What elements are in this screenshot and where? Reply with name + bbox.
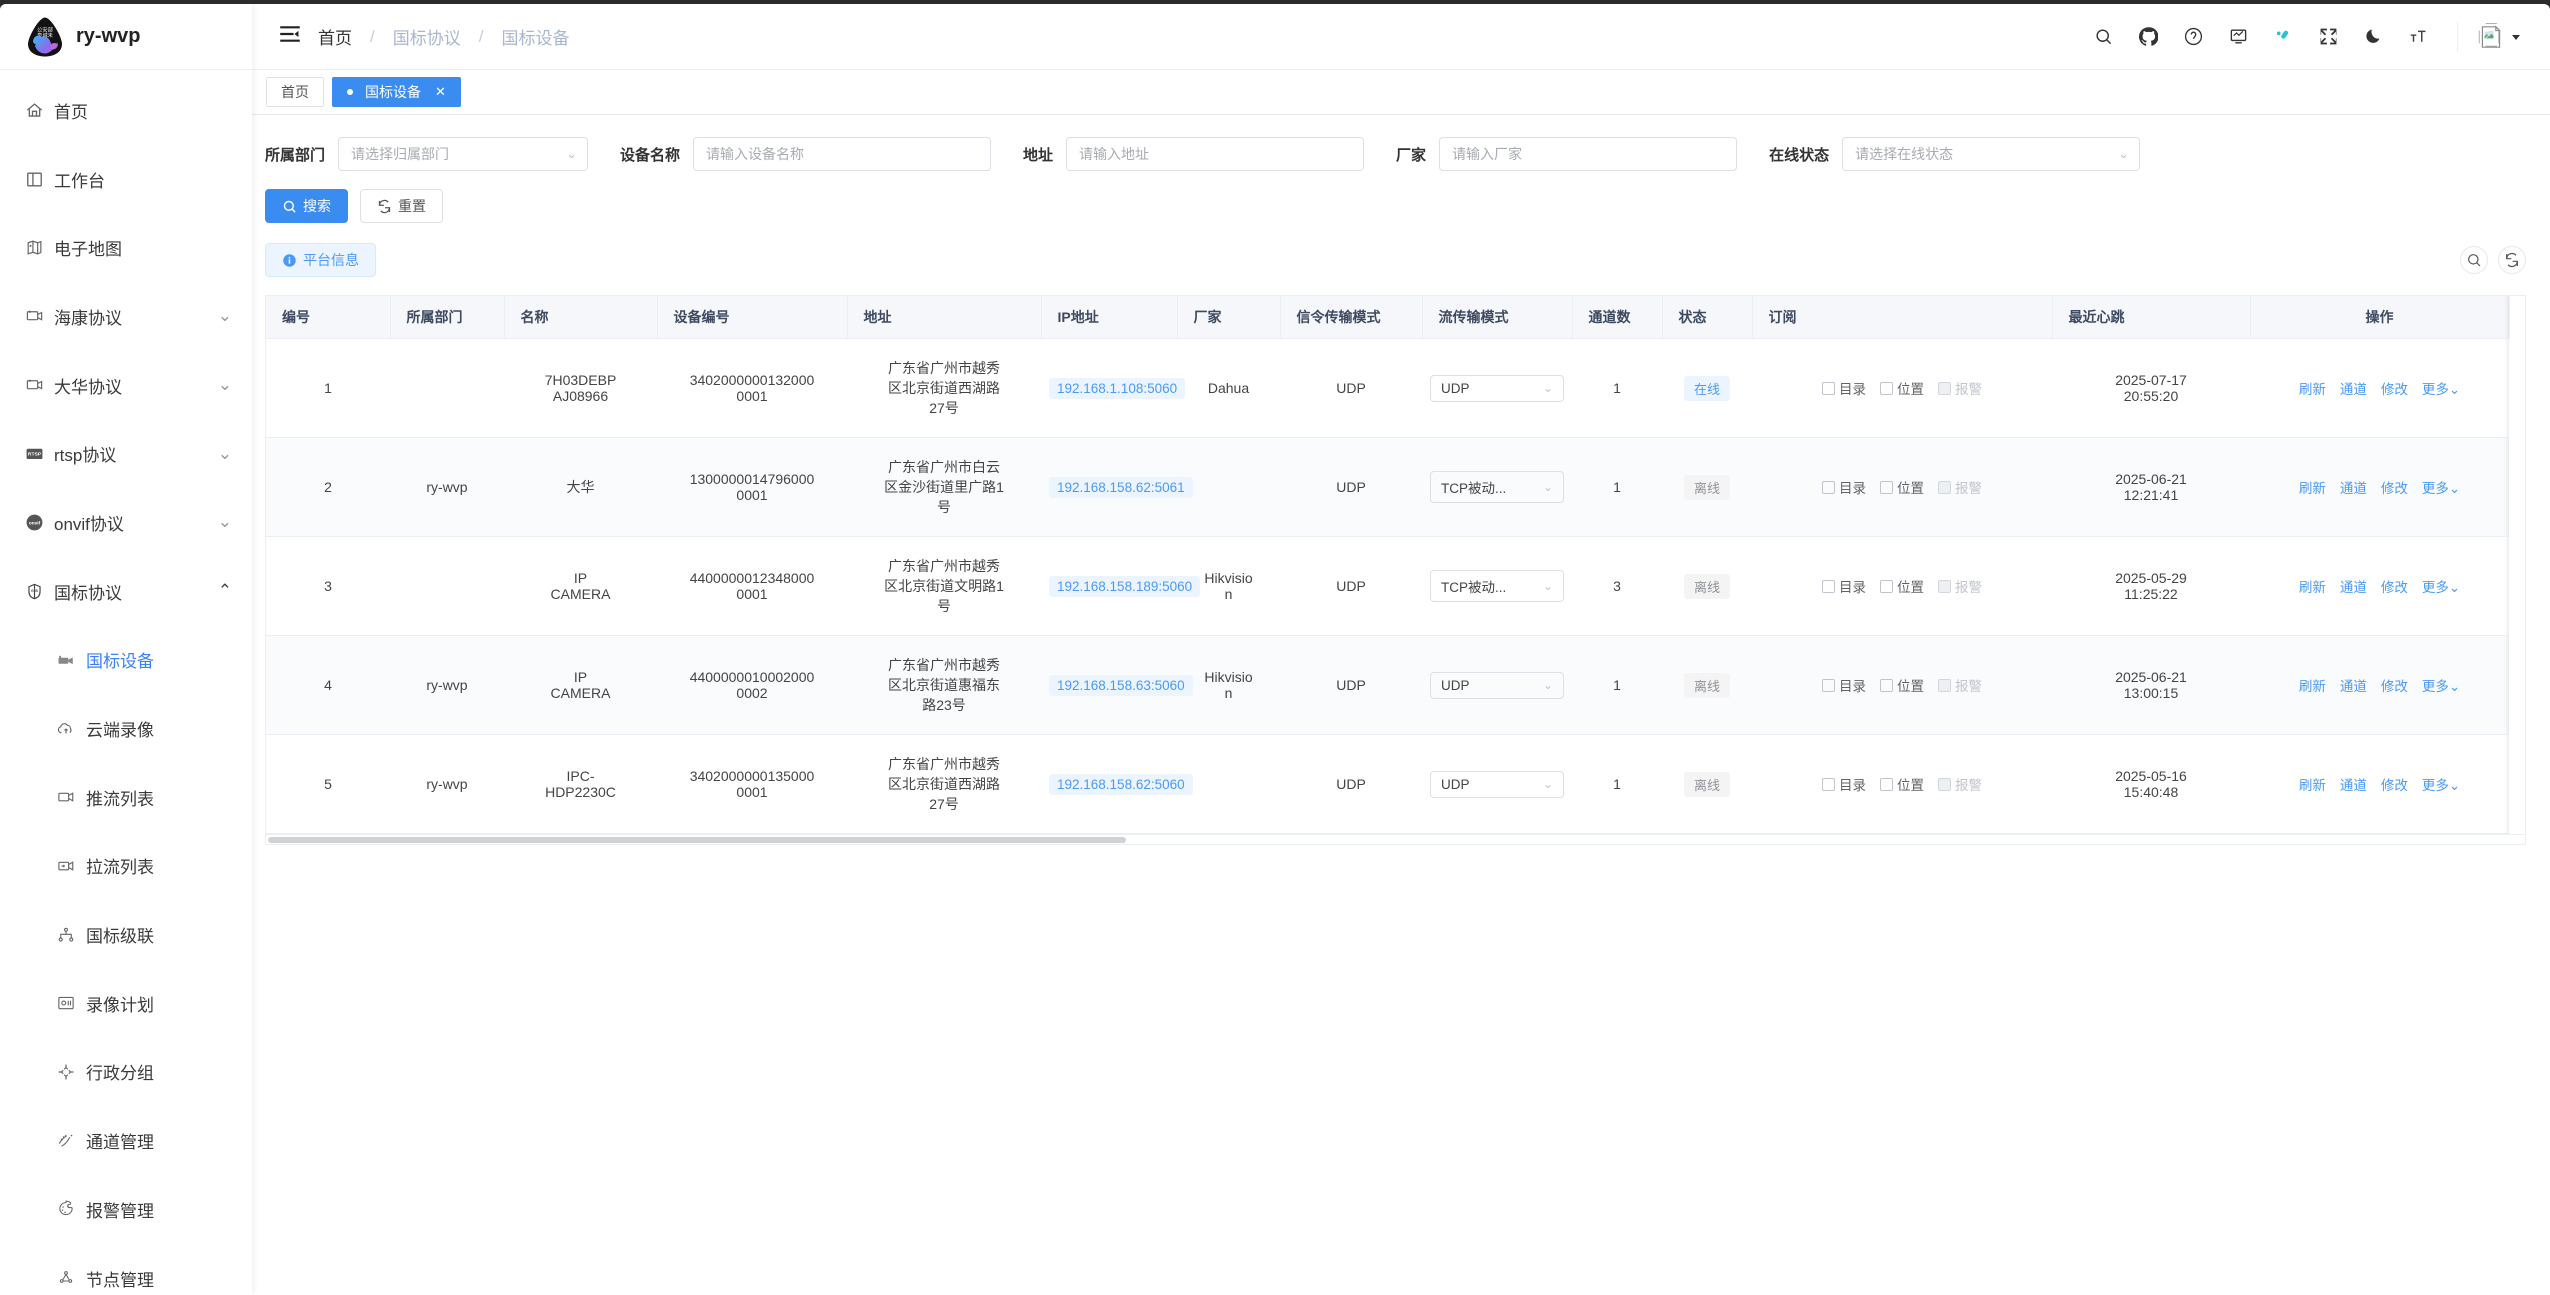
svg-text:B: B <box>35 589 38 593</box>
svg-text:G: G <box>31 589 34 593</box>
svg-text:RTSP: RTSP <box>27 452 41 458</box>
svg-text:onvif: onvif <box>28 520 40 526</box>
